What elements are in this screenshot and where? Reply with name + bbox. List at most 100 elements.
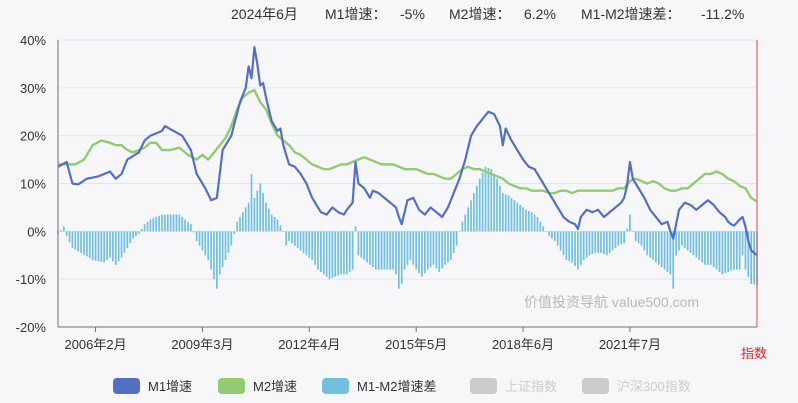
diff-bar <box>123 231 126 253</box>
diff-bar <box>701 231 703 263</box>
diff-bar <box>143 224 146 232</box>
diff-bar <box>568 231 571 262</box>
diff-bar <box>585 231 588 258</box>
diff-bar <box>285 231 288 246</box>
diff-bar <box>657 231 660 265</box>
diff-bar <box>672 231 675 289</box>
diff-bar <box>735 231 738 270</box>
diff-bar <box>692 231 695 256</box>
diff-bar <box>562 231 565 256</box>
diff-bar <box>155 216 158 232</box>
diff-bar <box>354 226 357 232</box>
y-tick-label: -10% <box>16 272 47 287</box>
diff-bar <box>152 218 155 232</box>
diff-bar <box>640 231 643 246</box>
diff-bar <box>65 231 68 237</box>
diff-bar <box>233 231 236 234</box>
legend-item-m2[interactable]: M2增速 <box>218 378 297 394</box>
diff-bar <box>527 211 530 232</box>
diff-bar <box>730 231 732 271</box>
diff-bar <box>727 231 729 272</box>
diff-bar <box>169 214 172 232</box>
diff-bar <box>224 231 227 261</box>
diff-bar <box>504 194 507 232</box>
diff-bar <box>510 197 513 232</box>
diff-bar <box>395 231 397 275</box>
diff-bar <box>126 231 129 249</box>
legend-item-sh-index[interactable]: 上证指数 <box>470 378 557 394</box>
diff-bar <box>579 231 582 265</box>
diff-bar <box>273 216 276 232</box>
diff-bar <box>291 231 293 244</box>
right-axis-name: 指数 <box>741 346 767 361</box>
diff-bar <box>660 231 663 268</box>
diff-bar <box>221 231 224 268</box>
header-diff-label: M1-M2增速差： <box>581 6 681 22</box>
diff-bar <box>184 219 186 232</box>
diff-bar <box>712 231 715 268</box>
y-tick-label: -20% <box>16 320 47 335</box>
diff-bar <box>574 231 576 267</box>
diff-bar <box>484 166 487 232</box>
diff-bar <box>389 231 392 270</box>
diff-bar <box>86 231 88 257</box>
diff-bar <box>709 231 712 265</box>
diff-bar <box>646 231 649 256</box>
legend-item-hs300-index[interactable]: 沪深300指数 <box>582 378 691 394</box>
diff-bar <box>114 231 117 265</box>
legend-item-m1[interactable]: M1增速 <box>113 378 192 394</box>
diff-bar <box>161 214 163 232</box>
diff-bar <box>536 216 539 232</box>
diff-bar <box>68 231 71 243</box>
diff-bar <box>733 231 735 270</box>
legend: M1增速 M2增速 M1-M2增速差 上证指数 沪深300指数 <box>113 378 691 394</box>
y-tick-label: 20% <box>20 129 46 144</box>
diff-bar <box>704 231 706 265</box>
diff-bar <box>588 231 591 256</box>
diff-bar <box>429 231 432 268</box>
diff-bar <box>319 231 322 272</box>
x-tick-label: 2015年5月 <box>385 337 447 352</box>
diff-bar <box>753 231 755 285</box>
legend-swatch-diff <box>322 378 349 394</box>
legend-label-m1: M1增速 <box>148 379 192 394</box>
legend-label-hs300-index: 沪深300指数 <box>617 379 691 394</box>
diff-bar <box>487 167 490 232</box>
diff-bar <box>135 231 137 237</box>
header-m1-value: -5% <box>400 6 425 22</box>
diff-bar <box>198 231 201 246</box>
diff-bar <box>400 231 403 284</box>
diff-bar <box>461 221 464 232</box>
diff-bar <box>218 231 221 275</box>
diff-bar <box>620 231 623 245</box>
diff-bar <box>444 231 446 265</box>
diff-bar <box>230 231 233 246</box>
diff-bar <box>501 193 504 232</box>
diff-bar <box>259 183 262 232</box>
diff-bar <box>331 231 334 278</box>
diff-bar <box>493 173 496 232</box>
diff-bar <box>426 231 429 270</box>
diff-bar <box>631 231 634 232</box>
diff-bar <box>244 207 247 232</box>
diff-bar <box>435 231 438 269</box>
diff-bar <box>322 231 325 275</box>
diff-bar <box>279 225 282 232</box>
diff-bar <box>438 231 441 272</box>
diff-bar <box>267 208 270 232</box>
diff-bar <box>106 231 108 261</box>
diff-bar <box>418 231 420 274</box>
diff-bar <box>311 231 314 261</box>
diff-bar <box>149 219 152 232</box>
diff-bar <box>458 231 461 232</box>
diff-bar <box>97 231 100 262</box>
legend-item-diff[interactable]: M1-M2增速差 <box>322 378 436 394</box>
diff-bar <box>608 231 611 253</box>
diff-bar <box>464 214 467 232</box>
diff-bar <box>343 231 345 275</box>
diff-bar <box>71 231 74 249</box>
diff-bar <box>100 231 103 262</box>
y-tick-label: 10% <box>20 177 46 192</box>
legend-label-m2: M2增速 <box>253 379 297 394</box>
